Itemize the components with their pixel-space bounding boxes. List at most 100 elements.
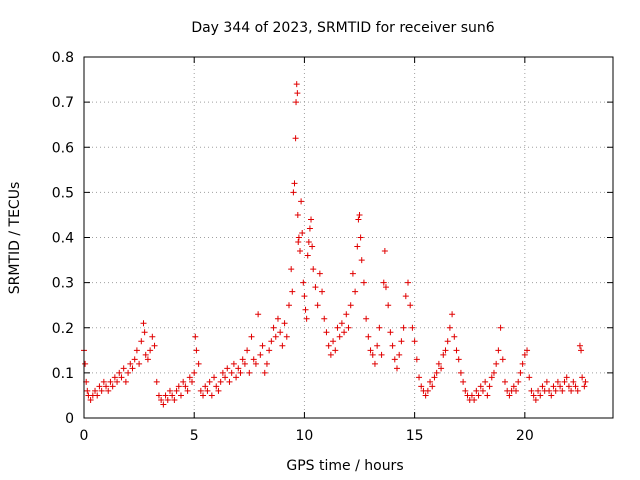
data-point [380,279,387,286]
x-tick-label: 15 [406,428,424,444]
data-point [321,315,328,322]
data-point [513,387,520,394]
data-point [396,351,403,358]
data-point [142,351,149,358]
data-point [424,387,431,394]
data-point [82,360,89,367]
data-point [141,329,148,336]
data-point [306,225,313,232]
data-point [300,279,307,286]
data-point [259,342,266,349]
data-point [444,338,451,345]
data-point [418,383,425,390]
data-point [574,387,581,394]
data-point [355,216,362,223]
data-point [515,378,522,385]
data-point [451,333,458,340]
data-point [169,392,176,399]
data-point [381,248,388,255]
data-point [138,338,145,345]
data-point [528,387,535,394]
data-point [393,365,400,372]
y-tick-label: 0.5 [52,185,74,201]
data-point [299,229,306,236]
data-point [530,392,537,399]
data-point [477,383,484,390]
data-point [266,347,273,354]
data-point [526,374,533,381]
data-point [250,356,257,363]
x-tick-labels: 0 5 10 15 20 [80,428,534,444]
data-point [471,396,478,403]
data-point [103,383,110,390]
data-point [330,338,337,345]
data-point [519,360,526,367]
data-point [289,288,296,295]
data-point [193,347,200,354]
data-point [189,378,196,385]
data-point [438,365,445,372]
data-point [343,311,350,318]
data-point [440,351,447,358]
data-point [118,374,125,381]
y-tick-label: 0 [65,411,74,427]
data-point [374,342,381,349]
data-point [293,81,300,88]
data-point [486,383,493,390]
x-tick-label: 20 [516,428,534,444]
data-point [579,374,586,381]
data-point [495,347,502,354]
data-point [309,243,316,250]
data-point [325,342,332,349]
data-point [204,387,211,394]
data-point [358,257,365,264]
data-point [162,392,169,399]
y-tick-label: 0.2 [52,321,74,337]
data-point [114,378,121,385]
data-point [272,333,279,340]
data-point [327,351,334,358]
data-point [409,324,416,331]
data-point [295,234,302,241]
data-point [281,320,288,327]
data-point [427,378,434,385]
data-point [352,288,359,295]
data-point [453,347,460,354]
data-point [224,365,231,372]
data-point [334,324,341,331]
data-point [208,392,215,399]
data-point [557,383,564,390]
data-point [572,383,579,390]
y-tick-label: 0.3 [52,276,74,292]
data-point [290,189,297,196]
data-point [431,374,438,381]
data-point [323,329,330,336]
data-point [433,369,440,376]
data-point [257,351,264,358]
y-tick-label: 0.4 [52,231,74,247]
data-point [175,383,182,390]
data-point [493,360,500,367]
data-point [206,378,213,385]
data-point [160,401,167,408]
data-point [98,387,105,394]
data-point [92,387,99,394]
data-point [304,252,311,259]
data-point [147,347,154,354]
data-point [195,360,202,367]
data-point [116,369,123,376]
data-point [241,360,248,367]
data-point [510,383,517,390]
data-point [387,329,394,336]
data-point [303,315,310,322]
data-point [543,378,550,385]
data-point [136,360,143,367]
data-point [270,324,277,331]
data-point [582,378,589,385]
data-point [125,369,132,376]
data-point [291,180,298,187]
x-tick-label: 5 [190,428,199,444]
data-point [268,338,275,345]
data-point [217,378,224,385]
